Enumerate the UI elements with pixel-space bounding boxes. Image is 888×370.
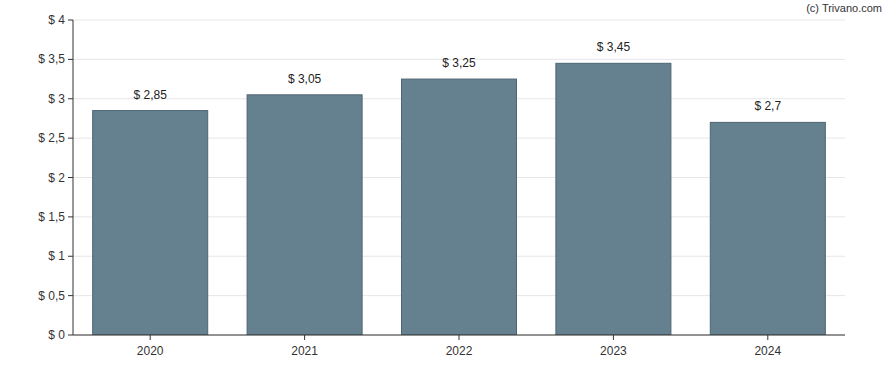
y-tick [68,138,73,139]
bar [710,122,825,335]
data-label: $ 3,45 [597,40,631,54]
data-label: $ 2,85 [134,88,168,102]
y-tick-label: $ 0,5 [38,289,65,303]
x-tick [613,335,614,340]
x-tick [304,335,305,340]
y-tick [68,216,73,217]
y-tick-label: $ 3 [48,92,65,106]
y-tick-label: $ 4 [48,13,65,27]
y-axis [73,20,74,335]
data-label: $ 3,05 [288,72,322,86]
y-tick-label: $ 2,5 [38,131,65,145]
x-tick [459,335,460,340]
y-tick-label: $ 0 [48,328,65,342]
y-tick-label: $ 2 [48,171,65,185]
y-tick [68,98,73,99]
y-tick-label: $ 1 [48,249,65,263]
x-tick-label: 2023 [600,344,627,358]
bars [93,63,826,335]
x-tick [767,335,768,340]
x-tick [150,335,151,340]
bar [93,111,208,335]
y-tick [68,177,73,178]
annotation: (c) Trivano.com [806,2,882,14]
grid-line [73,20,845,21]
y-tick [68,59,73,60]
y-tick [68,295,73,296]
y-tick-label: $ 1,5 [38,210,65,224]
y-tick-label: $ 3,5 [38,52,65,66]
y-tick [68,20,73,21]
bar [247,95,362,335]
data-label: $ 3,25 [442,56,476,70]
bar [556,63,671,335]
chart: $ 0 $ 0,5 $ 1 $ 1,5 $ 2 $ 2,5 $ 3 $ 3,5 $ 4 $ 2,8… [0,0,888,370]
x-tick-label: 2024 [754,344,781,358]
y-tick [68,335,73,336]
y-tick [68,256,73,257]
x-tick-label: 2021 [291,344,318,358]
x-tick-label: 2020 [137,344,164,358]
x-tick-label: 2022 [446,344,473,358]
bar [401,79,516,335]
data-label: $ 2,7 [754,99,781,113]
